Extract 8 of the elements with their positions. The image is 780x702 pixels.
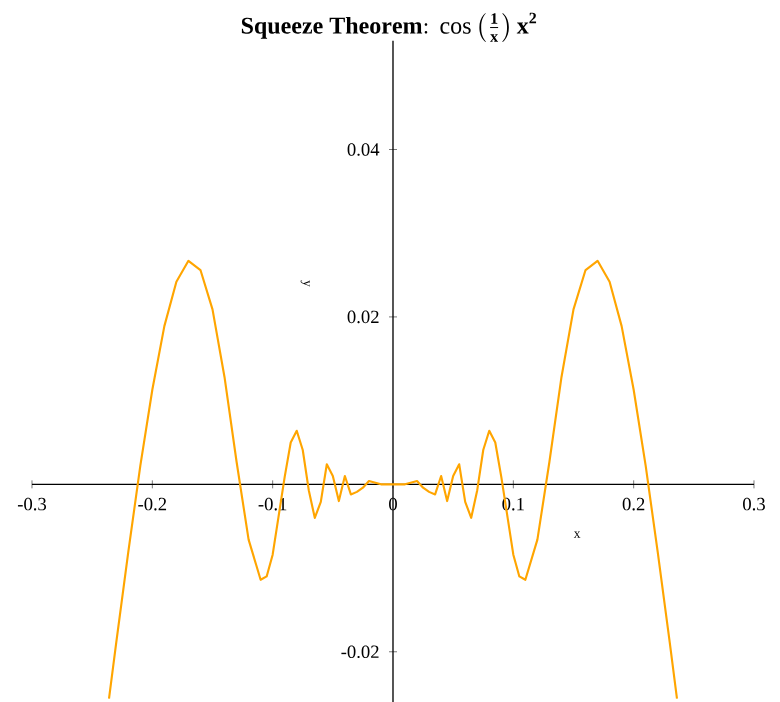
x-tick-label: 0.3 — [743, 497, 765, 511]
y-tick-label: 0.04 — [347, 143, 380, 156]
y-tick-label: 0.02 — [347, 310, 379, 324]
y-tick-label: -0.02 — [341, 645, 379, 659]
x-tick-label: -0.3 — [17, 497, 47, 511]
chart-title: $\mathbf{Squeeze\ Theorem{:}\ \cos\left(\frac{1}{x}\right) x^{2}}$ — [241, 12, 537, 42]
x-tick-label: -0.2 — [138, 497, 167, 511]
x-tick-label: 0.2 — [622, 497, 645, 511]
